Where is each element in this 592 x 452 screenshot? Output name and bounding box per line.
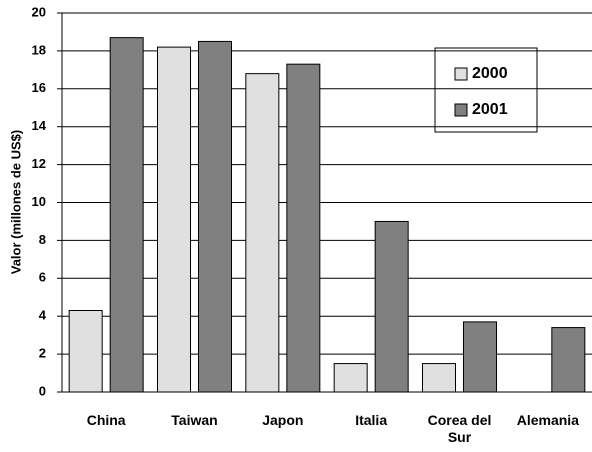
x-tick-label: Taiwan [171,412,218,428]
x-tick-label: Italia [355,412,388,428]
bar [463,321,497,393]
bar [422,363,456,393]
bar [198,40,232,393]
y-tick-label: 20 [32,4,46,19]
y-tick-label: 18 [32,42,46,57]
x-tick-label: Japon [262,412,304,428]
legend-label: 2001 [472,101,508,118]
y-tick-label: 10 [32,194,46,209]
bar [157,46,191,393]
x-tick-label: China [86,412,126,428]
y-tick-label: 2 [39,346,46,361]
y-tick-label: 4 [39,308,47,323]
y-tick-label: 16 [32,80,46,95]
bar [551,327,586,393]
y-tick-label: 0 [39,383,46,398]
bar [333,363,368,393]
legend-box [434,47,538,133]
legend-swatch [454,103,468,117]
bar [109,37,144,393]
bar [245,73,280,393]
bar [68,310,103,393]
y-tick-label: 6 [39,270,46,285]
y-axis-label: Valor (millones de US$) [8,130,23,275]
y-tick-label: 12 [32,156,46,171]
legend-label: 2000 [472,65,508,82]
y-tick-label: 14 [32,118,47,133]
bar [286,63,321,393]
y-tick-label: 8 [39,232,46,247]
x-tick-label: Alemania [516,412,579,428]
x-tick-label: Corea del Sur [427,412,492,445]
legend-swatch [454,67,468,81]
bar [374,220,409,393]
